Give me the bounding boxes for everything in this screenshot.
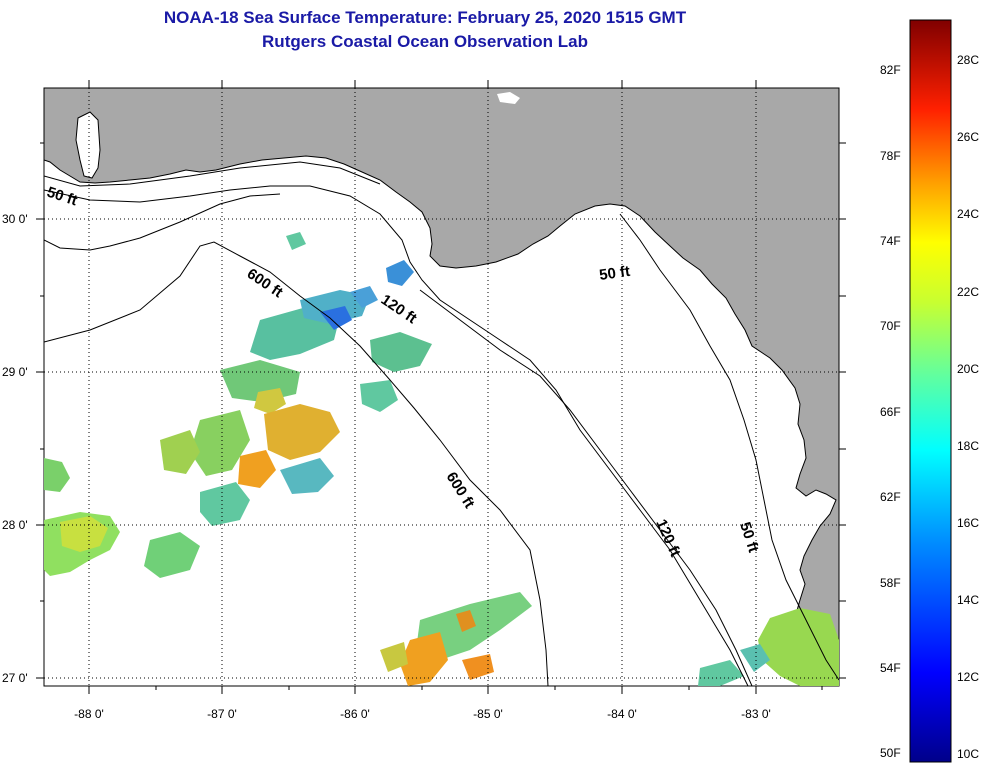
cb-f-label: 66F (880, 405, 901, 419)
longitude-labels: -88 0' -87 0' -86 0' -85 0' -84 0' -83 0… (74, 707, 771, 721)
latitude-labels: 30 0' 29 0' 28 0' 27 0' (2, 212, 28, 685)
cb-c-label: 14C (957, 593, 979, 607)
cb-c-label: 28C (957, 53, 979, 67)
lat-label: 30 0' (2, 212, 28, 226)
graticule (44, 88, 839, 686)
cb-f-label: 74F (880, 234, 901, 248)
cb-c-label: 20C (957, 362, 979, 376)
cb-c-label: 22C (957, 285, 979, 299)
lat-label: 28 0' (2, 518, 28, 532)
lat-label: 29 0' (2, 365, 28, 379)
depth-contours (44, 185, 839, 686)
lon-label: -87 0' (207, 707, 237, 721)
cb-f-label: 62F (880, 490, 901, 504)
cb-c-label: 18C (957, 439, 979, 453)
sst-patches (44, 232, 839, 686)
map-subtitle: Rutgers Coastal Ocean Observation Lab (262, 32, 588, 51)
cb-c-label: 26C (957, 130, 979, 144)
colorbar-f-labels: 82F 78F 74F 70F 66F 62F 58F 54F 50F (880, 63, 901, 760)
cb-f-label: 70F (880, 319, 901, 333)
cb-c-label: 16C (957, 516, 979, 530)
axis-ticks (36, 80, 846, 694)
colorbar (909, 19, 952, 763)
lon-label: -85 0' (473, 707, 503, 721)
depth-label: 50 ft (598, 263, 631, 284)
colorbar-c-labels: 28C 26C 24C 22C 20C 18C 16C 14C 12C 10C (957, 53, 979, 761)
cb-f-label: 58F (880, 576, 901, 590)
mobile-bay (75, 111, 101, 179)
lon-label: -86 0' (340, 707, 370, 721)
lat-label: 27 0' (2, 671, 28, 685)
lon-label: -84 0' (607, 707, 637, 721)
cb-c-label: 24C (957, 207, 979, 221)
lon-label: -88 0' (74, 707, 104, 721)
lon-label: -83 0' (741, 707, 771, 721)
cb-c-label: 10C (957, 747, 979, 761)
map-title: NOAA-18 Sea Surface Temperature: Februar… (163, 8, 687, 27)
cb-f-label: 54F (880, 661, 901, 675)
cb-c-label: 12C (957, 670, 979, 684)
coast-islands (44, 161, 381, 187)
cb-f-label: 78F (880, 149, 901, 163)
inland-lake (497, 92, 520, 104)
cb-f-label: 50F (880, 746, 901, 760)
cb-f-label: 82F (880, 63, 901, 77)
land-mass (44, 88, 839, 686)
